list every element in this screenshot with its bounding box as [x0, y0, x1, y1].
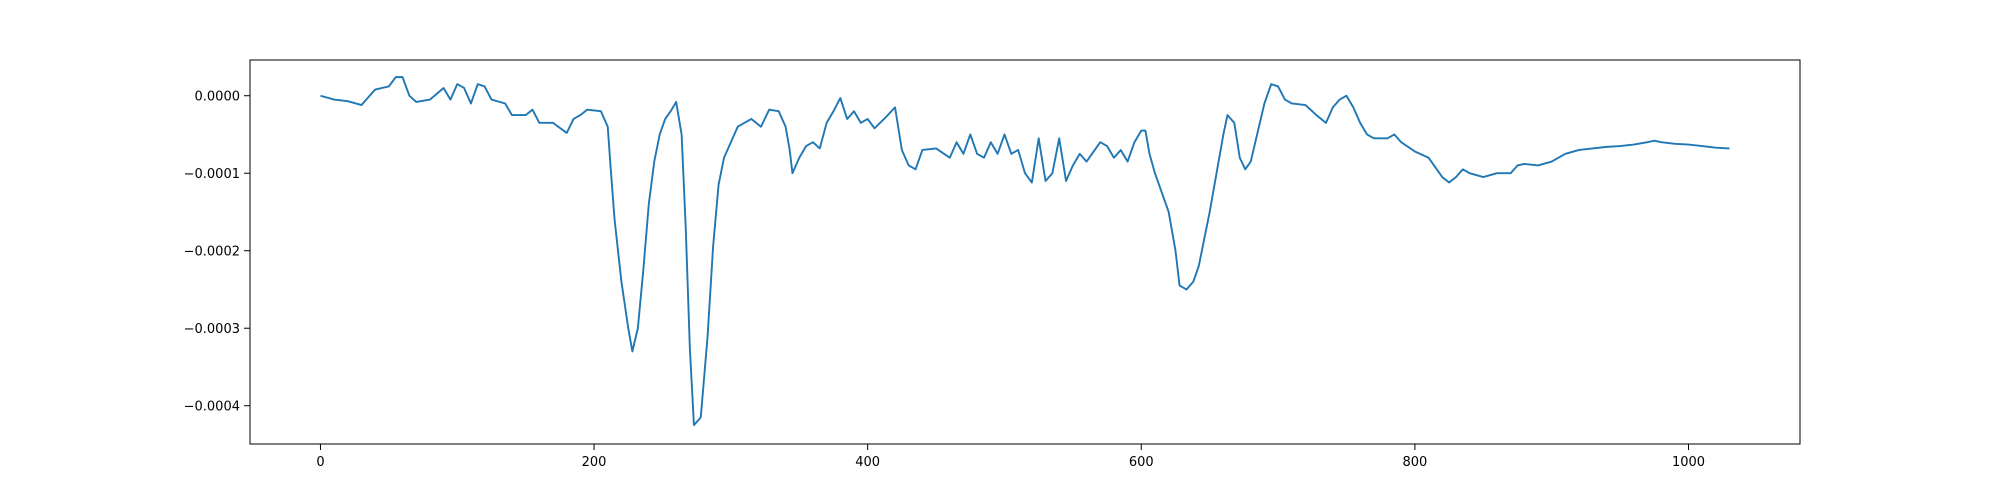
y-tick-label: −0.0001	[184, 167, 240, 182]
x-tick-label: 1000	[1672, 455, 1705, 470]
y-tick-label: −0.0002	[184, 245, 240, 260]
line	[320, 76, 1730, 427]
x-tick-label: 800	[1402, 455, 1427, 470]
y-tick-label: −0.0004	[184, 400, 240, 415]
x-tick-label: 600	[1129, 455, 1154, 470]
x-tick-label: 400	[855, 455, 880, 470]
x-tick-label: 0	[316, 455, 324, 470]
plot-frame	[249, 59, 1801, 445]
y-tick-label: −0.0003	[184, 322, 240, 337]
y-tick-label: 0.0000	[195, 90, 241, 105]
x-tick-label: 200	[582, 455, 607, 470]
